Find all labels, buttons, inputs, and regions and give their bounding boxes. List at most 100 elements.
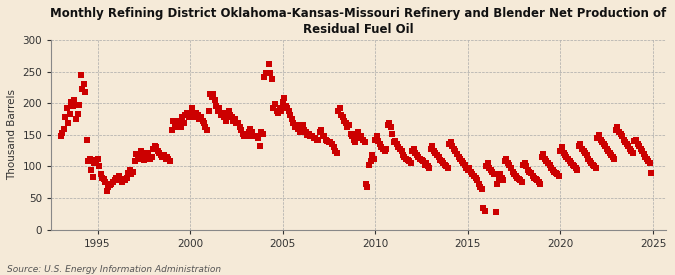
Point (407, 148, 418, 153)
Point (481, 164, 491, 169)
Point (222, 112, 233, 117)
Point (387, 131, 398, 136)
Point (310, 136, 321, 140)
Point (126, 172, 137, 176)
Point (95, 172, 106, 176)
Point (630, 138, 641, 142)
Point (645, 161, 655, 166)
Point (142, 150, 153, 155)
Point (297, 123, 308, 128)
Point (472, 178, 483, 183)
Point (223, 109, 234, 113)
Point (614, 130, 624, 134)
Point (75, 73, 86, 77)
Point (284, 109, 294, 113)
Point (564, 159, 575, 164)
Point (183, 115, 194, 119)
Point (604, 150, 615, 155)
Point (429, 148, 439, 153)
Point (192, 112, 203, 117)
Point (90, 158, 101, 162)
Point (543, 161, 554, 166)
Point (362, 185, 373, 189)
Point (533, 180, 544, 185)
Point (245, 126, 256, 131)
Point (600, 144, 611, 148)
Point (77, 87, 88, 92)
Point (459, 163, 470, 167)
Point (197, 119, 208, 123)
Point (539, 157, 550, 161)
Point (593, 133, 604, 137)
Point (360, 182, 371, 186)
Point (61, 106, 72, 111)
Point (483, 161, 493, 166)
Point (256, 130, 267, 134)
Point (643, 159, 653, 164)
Point (105, 183, 115, 188)
Point (257, 131, 268, 136)
Point (641, 157, 652, 161)
Point (464, 166, 475, 170)
Point (208, 92, 219, 96)
Point (148, 147, 159, 151)
Point (342, 125, 353, 130)
Point (182, 111, 192, 115)
Point (424, 166, 435, 170)
Point (501, 157, 512, 161)
Point (132, 157, 143, 161)
Point (111, 176, 122, 180)
Point (125, 167, 136, 172)
Point (236, 128, 246, 132)
Point (240, 131, 251, 136)
Point (114, 174, 125, 178)
Point (639, 152, 649, 156)
Point (597, 140, 608, 145)
Point (107, 180, 118, 185)
Point (209, 98, 220, 102)
Point (140, 155, 151, 159)
Point (381, 147, 392, 151)
Point (414, 157, 425, 161)
Point (70, 117, 81, 121)
Title: Monthly Refining District Oklahoma-Kansas-Missouri Refinery and Blender Net Prod: Monthly Refining District Oklahoma-Kansa… (51, 7, 667, 36)
Point (262, 71, 273, 75)
Point (371, 134, 382, 138)
Point (487, 169, 498, 174)
Point (280, 103, 291, 108)
Point (396, 148, 407, 153)
Point (640, 155, 651, 159)
Point (585, 159, 595, 164)
Y-axis label: Thousand Barrels: Thousand Barrels (7, 89, 17, 180)
Point (552, 172, 563, 176)
Point (167, 119, 178, 123)
Point (416, 158, 427, 162)
Point (388, 140, 399, 145)
Point (72, 112, 83, 116)
Point (144, 157, 155, 161)
Point (629, 139, 640, 143)
Point (461, 166, 472, 170)
Point (92, 157, 103, 161)
Point (269, 102, 280, 107)
Point (435, 158, 446, 162)
Point (586, 161, 597, 166)
Point (484, 166, 495, 170)
Point (202, 128, 213, 132)
Point (219, 115, 230, 119)
Point (620, 140, 630, 145)
Point (191, 111, 202, 115)
Point (608, 155, 618, 159)
Point (97, 176, 107, 180)
Point (498, 178, 509, 183)
Point (521, 164, 532, 169)
Point (618, 138, 629, 142)
Point (447, 144, 458, 148)
Point (423, 164, 433, 169)
Point (412, 153, 423, 157)
Point (418, 159, 429, 164)
Point (485, 167, 496, 172)
Point (277, 100, 288, 104)
Point (160, 157, 171, 161)
Point (250, 134, 261, 138)
